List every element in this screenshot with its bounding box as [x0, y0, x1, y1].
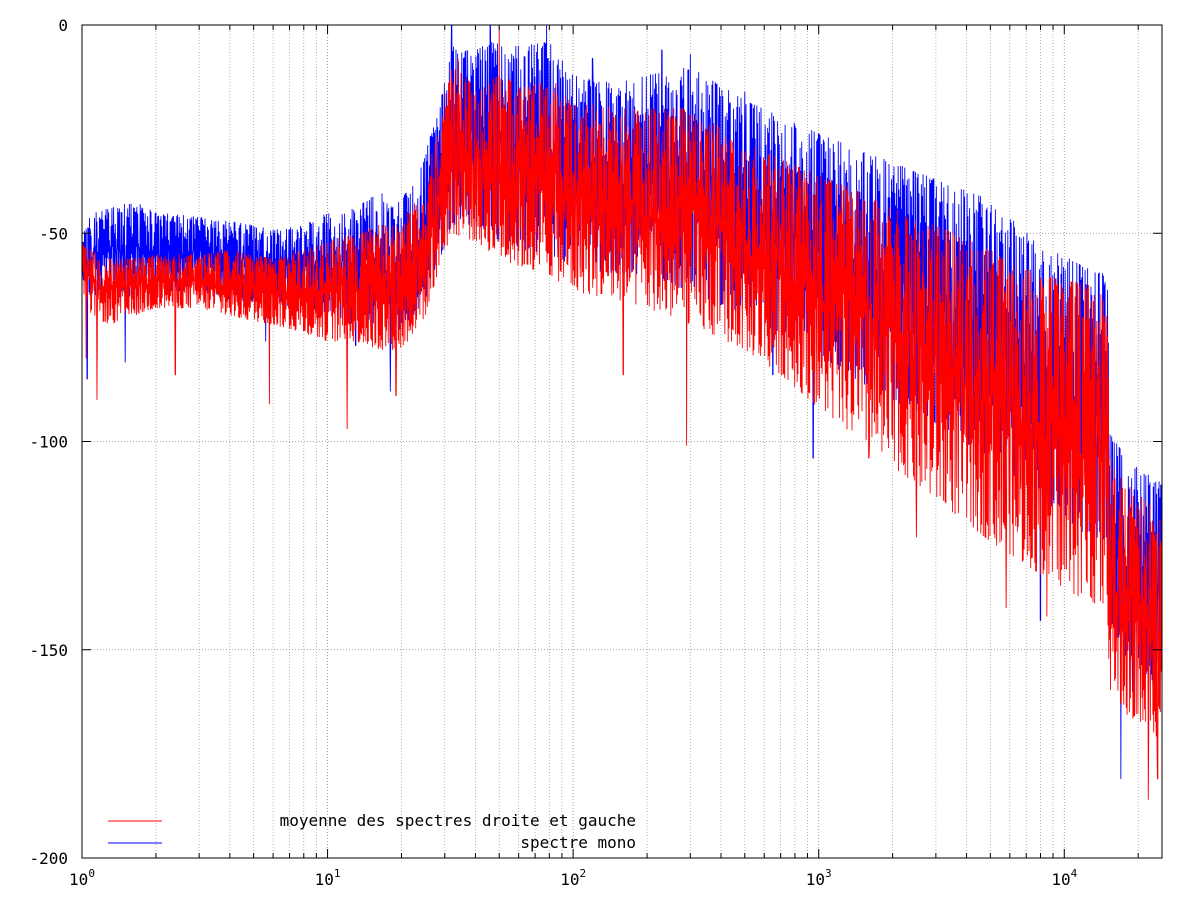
- x-tick-exponent: 2: [579, 867, 586, 880]
- x-tick-base: 10: [315, 870, 334, 889]
- x-tick-base: 10: [1051, 870, 1070, 889]
- x-tick-exponent: 1: [334, 867, 341, 880]
- y-tick-label: -50: [39, 224, 68, 243]
- x-tick-exponent: 3: [825, 867, 832, 880]
- series-area: [81, 24, 1163, 800]
- x-tick-base: 10: [806, 870, 825, 889]
- x-tick-label: 100: [69, 867, 95, 889]
- series-line-moyenne-des-spectres-droite-et-gauche: [81, 24, 1163, 800]
- x-tick-exponent: 0: [88, 867, 95, 880]
- x-tick-label: 104: [1051, 867, 1077, 889]
- x-tick-label: 102: [560, 867, 586, 889]
- x-tick-base: 10: [69, 870, 88, 889]
- y-tick-label: -150: [29, 641, 68, 660]
- legend-label: moyenne des spectres droite et gauche: [280, 811, 636, 830]
- x-tick-label: 101: [315, 867, 341, 889]
- legend-label: spectre mono: [520, 833, 636, 852]
- x-tick-exponent: 4: [1071, 867, 1078, 880]
- y-tick-label: -200: [29, 849, 68, 868]
- legend: moyenne des spectres droite et gauche spe…: [108, 811, 636, 852]
- x-tick-label: 103: [806, 867, 832, 889]
- x-tick-base: 10: [560, 870, 579, 889]
- y-tick-label: 0: [58, 16, 68, 35]
- y-tick-label: -100: [29, 433, 68, 452]
